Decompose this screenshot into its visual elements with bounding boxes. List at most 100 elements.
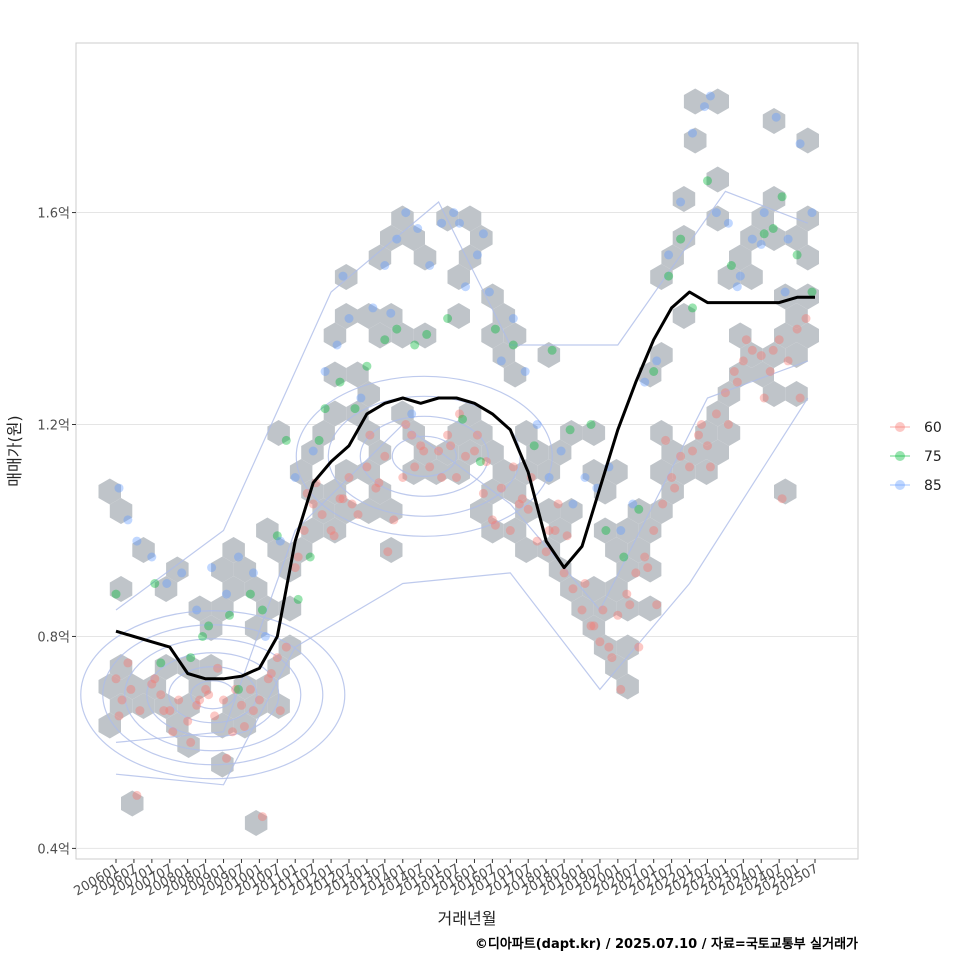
hexbin-183 xyxy=(661,244,684,271)
point-85-29 xyxy=(484,287,494,297)
hexbin-194 xyxy=(796,205,819,232)
hexbin-106 xyxy=(109,576,133,602)
point-60-72 xyxy=(756,351,766,361)
hexbin-1 xyxy=(109,693,133,719)
point-85-34 xyxy=(544,473,554,482)
point-60-139 xyxy=(768,345,778,355)
hexbin-90 xyxy=(683,439,707,466)
point-85-3 xyxy=(147,552,157,562)
point-60-125 xyxy=(643,563,653,573)
point-60-28 xyxy=(362,462,372,472)
point-60-21 xyxy=(299,526,309,535)
point-85-10 xyxy=(248,568,258,578)
point-60-133 xyxy=(481,457,491,467)
point-85-52 xyxy=(759,208,769,218)
legend-key-85 xyxy=(895,480,905,490)
hexbin-48 xyxy=(605,576,628,602)
y-tick-label-2: 1.2억 xyxy=(37,419,70,434)
point-60-87 xyxy=(275,706,285,716)
hexbin-190 xyxy=(751,205,774,232)
point-60-132 xyxy=(446,441,456,451)
hexbin-103 xyxy=(537,498,561,524)
hexbin-105 xyxy=(762,342,786,368)
point-75-10 xyxy=(272,531,282,541)
point-60-92 xyxy=(365,430,375,440)
point-60-122 xyxy=(589,621,599,631)
point-75-2 xyxy=(156,658,166,668)
hexbin-87 xyxy=(616,634,639,661)
point-85-57 xyxy=(705,91,715,101)
hexbin-148 xyxy=(166,556,189,583)
point-85-62 xyxy=(386,308,396,318)
point-60-57 xyxy=(622,589,632,599)
point-60-93 xyxy=(383,547,393,557)
point-75-23 xyxy=(475,457,485,467)
hexbin-75 xyxy=(301,478,324,505)
hexbin-130 xyxy=(593,517,617,544)
point-60-63 xyxy=(676,451,686,461)
point-85-44 xyxy=(664,250,674,260)
contour-ring-mid-4 xyxy=(295,375,553,537)
point-60-75 xyxy=(783,356,793,366)
hexbin-131 xyxy=(605,537,628,563)
point-85-51 xyxy=(747,234,757,244)
hexbin-175 xyxy=(537,459,561,485)
point-60-56 xyxy=(613,610,623,620)
hexbin-120 xyxy=(368,322,392,349)
hexbin-121 xyxy=(391,322,414,349)
point-75-34 xyxy=(664,271,674,281)
point-60-136 xyxy=(661,435,671,445)
hexbin-61 xyxy=(740,342,763,368)
point-60-70 xyxy=(738,356,748,366)
point-75-37 xyxy=(703,176,712,186)
contour-ring-2 xyxy=(168,666,258,724)
point-85-33 xyxy=(532,420,542,429)
point-60-97 xyxy=(455,409,464,419)
point-60-8 xyxy=(183,716,193,726)
trend-layer xyxy=(115,290,815,681)
point-85-41 xyxy=(628,499,638,509)
point-60-109 xyxy=(670,483,680,493)
point-60-80 xyxy=(150,674,160,684)
contour-ring-6 xyxy=(80,610,346,780)
point-85-55 xyxy=(795,139,805,149)
hexbin-78 xyxy=(380,537,403,563)
hexbin-135 xyxy=(672,225,696,251)
hexbin-29 xyxy=(413,439,437,466)
hexbin-56 xyxy=(695,420,718,446)
hexbin-96 xyxy=(785,381,808,407)
hexbin-92 xyxy=(717,420,741,446)
point-75-6 xyxy=(225,610,234,620)
point-60-54 xyxy=(595,637,605,647)
point-75-14 xyxy=(335,377,345,387)
point-60-24 xyxy=(326,526,336,535)
hexbin-67 xyxy=(98,712,121,739)
hexbin-93 xyxy=(729,322,752,349)
point-85-36 xyxy=(568,499,578,509)
point-60-81 xyxy=(168,727,178,737)
point-85-63 xyxy=(455,218,464,228)
hexbin-139 xyxy=(762,225,786,251)
point-75-0 xyxy=(111,589,121,599)
point-60-22 xyxy=(308,499,318,509)
axes: 0.4억0.8억1.2억1.6억200601200607200701200707… xyxy=(37,207,821,900)
point-60-138 xyxy=(732,377,742,387)
hexbin-112 xyxy=(244,576,268,602)
hexbin-167 xyxy=(436,205,459,232)
point-60-10 xyxy=(201,684,211,694)
point-60-126 xyxy=(213,663,223,673)
point-60-78 xyxy=(114,711,124,721)
hexbin-145 xyxy=(98,478,121,505)
point-60-85 xyxy=(239,722,249,731)
point-85-24 xyxy=(425,261,435,270)
hexbin-57 xyxy=(706,439,729,466)
point-60-74 xyxy=(774,335,784,345)
point-85-4 xyxy=(162,579,172,588)
point-75-11 xyxy=(293,594,303,604)
hexbin-154 xyxy=(244,615,268,641)
hexbin-169 xyxy=(458,244,482,271)
point-85-2 xyxy=(132,536,142,546)
hexbin-65 xyxy=(796,322,819,349)
hexbin-58 xyxy=(706,400,729,427)
point-60-59 xyxy=(640,552,650,562)
